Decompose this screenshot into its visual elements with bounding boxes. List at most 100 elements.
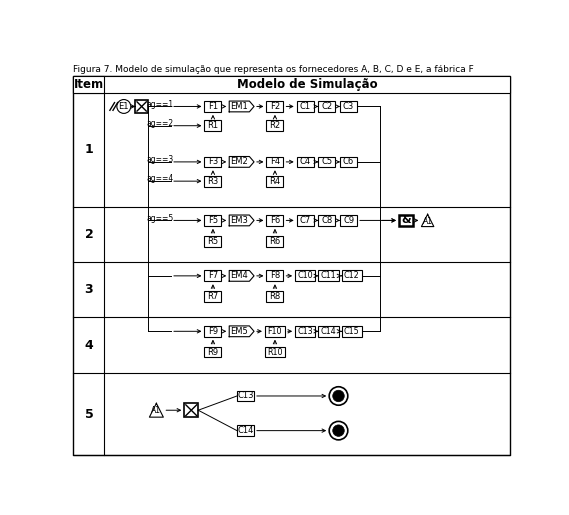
Bar (266, 121, 283, 131)
Bar (399, 215, 413, 226)
Text: R1: R1 (207, 121, 218, 130)
Bar (265, 347, 285, 357)
Bar (295, 270, 315, 281)
Text: F2: F2 (270, 102, 280, 111)
Text: EM2: EM2 (230, 158, 248, 166)
Text: C9: C9 (343, 216, 354, 225)
Text: F7: F7 (208, 271, 218, 280)
Text: F6: F6 (270, 216, 280, 225)
Polygon shape (229, 270, 254, 281)
Text: 5: 5 (85, 407, 93, 421)
Bar (204, 326, 221, 337)
Text: 3: 3 (85, 283, 93, 296)
Text: F5: F5 (208, 216, 218, 225)
Text: Item: Item (74, 78, 104, 91)
Text: A1: A1 (151, 406, 162, 416)
Text: 4: 4 (85, 339, 93, 352)
Text: F10: F10 (267, 327, 282, 336)
Bar (318, 326, 339, 337)
Bar (340, 101, 357, 112)
Bar (295, 326, 315, 337)
Text: EM5: EM5 (230, 327, 248, 336)
Polygon shape (150, 403, 163, 417)
Bar (296, 215, 314, 226)
Text: C11: C11 (320, 271, 336, 280)
Bar (266, 291, 283, 302)
Bar (318, 270, 339, 281)
Text: ag==5: ag==5 (147, 214, 174, 222)
Text: EM3: EM3 (230, 216, 248, 225)
Bar (204, 215, 221, 226)
Polygon shape (422, 214, 434, 227)
Bar (73, 76, 510, 93)
Text: 2: 2 (85, 228, 93, 241)
Bar (266, 101, 283, 112)
Bar (341, 270, 362, 281)
Text: F3: F3 (208, 158, 218, 166)
Text: EM4: EM4 (230, 271, 248, 280)
Text: F4: F4 (270, 158, 280, 166)
Bar (296, 101, 314, 112)
Text: R4: R4 (269, 177, 281, 185)
Bar (204, 157, 221, 167)
Text: Figura 7. Modelo de simulação que representa os fornecedores A, B, C, D e E, a f: Figura 7. Modelo de simulação que repres… (73, 65, 473, 74)
Text: C12: C12 (344, 271, 360, 280)
Text: C14: C14 (237, 426, 254, 435)
Text: ag==2: ag==2 (147, 119, 174, 128)
Bar (318, 101, 335, 112)
Text: C1: C1 (300, 102, 311, 111)
Text: C6: C6 (343, 158, 354, 166)
Bar (340, 157, 357, 167)
Text: E1: E1 (118, 102, 129, 111)
Circle shape (329, 421, 348, 440)
Text: R9: R9 (207, 348, 218, 356)
Text: A1: A1 (423, 217, 432, 226)
Text: C3: C3 (343, 102, 354, 111)
Bar (341, 326, 362, 337)
Text: C13: C13 (298, 327, 313, 336)
Circle shape (333, 425, 344, 436)
Circle shape (333, 390, 344, 402)
Bar (237, 425, 254, 436)
Text: C15: C15 (344, 327, 360, 336)
Bar (296, 157, 314, 167)
Bar (266, 215, 283, 226)
Text: C8: C8 (321, 216, 332, 225)
Bar (204, 347, 221, 357)
Polygon shape (229, 157, 254, 167)
Text: C13: C13 (237, 391, 254, 401)
Polygon shape (229, 101, 254, 112)
Text: EM1: EM1 (230, 102, 248, 111)
Text: C7: C7 (299, 216, 311, 225)
Text: C10: C10 (298, 271, 313, 280)
Bar (204, 176, 221, 186)
Text: ag==4: ag==4 (147, 175, 174, 183)
Bar (318, 215, 335, 226)
Bar (73, 76, 105, 93)
Bar (204, 291, 221, 302)
Text: C4: C4 (300, 158, 311, 166)
Text: R6: R6 (269, 237, 281, 246)
Text: F1: F1 (208, 102, 218, 111)
Bar (266, 157, 283, 167)
Text: R7: R7 (207, 292, 218, 301)
Text: ag==1: ag==1 (147, 99, 174, 109)
Bar (266, 236, 283, 247)
Polygon shape (229, 215, 254, 226)
Bar (184, 403, 198, 417)
Text: Modelo de Simulação: Modelo de Simulação (237, 78, 377, 91)
Text: C14: C14 (320, 327, 336, 336)
Text: F9: F9 (208, 327, 218, 336)
Circle shape (329, 387, 348, 405)
Bar (266, 270, 283, 281)
Text: R5: R5 (207, 237, 218, 246)
Text: &: & (401, 215, 411, 226)
Text: C2: C2 (321, 102, 332, 111)
Bar (265, 326, 285, 337)
Text: R8: R8 (269, 292, 281, 301)
Bar (204, 236, 221, 247)
Bar (237, 390, 254, 401)
Circle shape (117, 99, 131, 113)
Text: F8: F8 (270, 271, 280, 280)
Text: ag==3: ag==3 (147, 155, 174, 164)
